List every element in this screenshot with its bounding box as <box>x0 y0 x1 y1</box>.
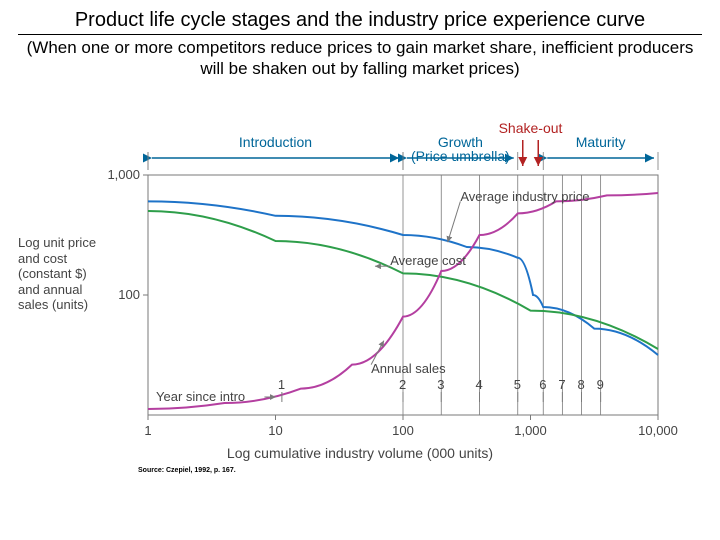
year-tick: 3 <box>437 377 444 392</box>
stage-label: (Price umbrella) <box>411 148 510 164</box>
year-tick: 7 <box>558 377 565 392</box>
chart-area: Log unit price and cost (constant $) and… <box>18 100 702 500</box>
stage-label: Introduction <box>239 134 312 150</box>
year-tick: 9 <box>597 377 604 392</box>
x-tick-label: 1 <box>144 423 151 438</box>
stage-label: Maturity <box>576 134 626 150</box>
year-tick: 2 <box>399 377 406 392</box>
y-tick-label: 100 <box>90 287 140 302</box>
year-tick: 1 <box>278 377 285 392</box>
year-tick: 6 <box>539 377 546 392</box>
year-tick: 5 <box>514 377 521 392</box>
page-subtitle: (When one or more competitors reduce pri… <box>18 37 702 80</box>
x-axis-label: Log cumulative industry volume (000 unit… <box>18 445 702 461</box>
x-tick-label: 1,000 <box>514 423 547 438</box>
series-label: Annual sales <box>371 361 445 376</box>
title-block: Product life cycle stages and the indust… <box>0 0 720 80</box>
source-citation: Source: Czepiel, 1992, p. 167. <box>138 467 236 474</box>
x-tick-label: 100 <box>392 423 414 438</box>
year-since-intro-label: Year since intro <box>156 389 245 404</box>
series-label: Average industry price <box>460 189 589 204</box>
page-title: Product life cycle stages and the indust… <box>18 8 702 35</box>
y-tick-label: 1,000 <box>90 167 140 182</box>
series-label: Average cost <box>390 253 466 268</box>
x-tick-label: 10 <box>268 423 282 438</box>
year-tick: 4 <box>476 377 483 392</box>
x-tick-label: 10,000 <box>638 423 678 438</box>
shakeout-label: Shake-out <box>499 120 563 136</box>
year-tick: 8 <box>578 377 585 392</box>
